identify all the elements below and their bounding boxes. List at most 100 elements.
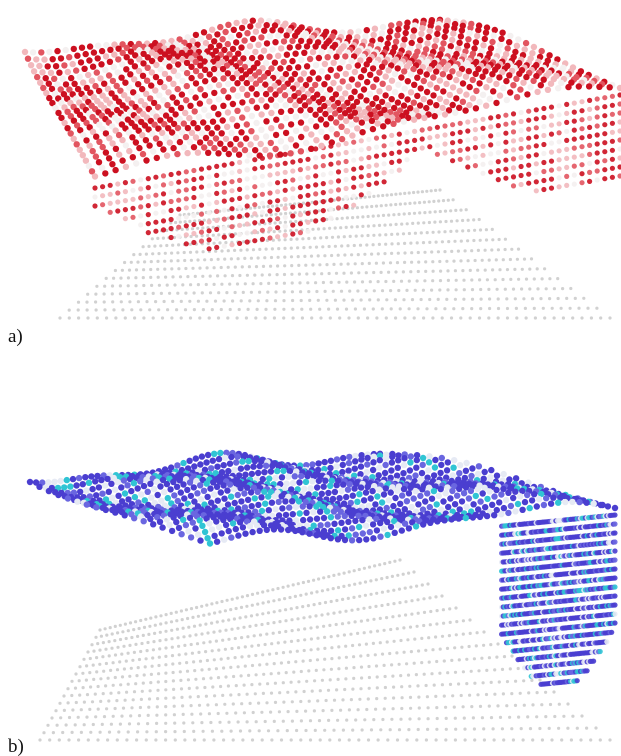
shadow-dot bbox=[454, 671, 457, 674]
shadow-dot bbox=[463, 717, 466, 720]
point bbox=[64, 477, 70, 483]
point bbox=[466, 102, 472, 108]
shadow-dot bbox=[461, 229, 464, 232]
point bbox=[79, 45, 85, 51]
point bbox=[442, 111, 448, 117]
point bbox=[612, 602, 617, 607]
shadow-dot bbox=[410, 599, 413, 602]
point bbox=[230, 101, 236, 107]
shadow-dot bbox=[250, 645, 253, 648]
point bbox=[250, 18, 256, 24]
point bbox=[250, 464, 256, 470]
shadow-dot bbox=[156, 697, 159, 700]
shadow-dot bbox=[335, 599, 338, 602]
point bbox=[488, 124, 493, 129]
shadow-dot bbox=[119, 284, 122, 287]
shadow-dot bbox=[189, 283, 192, 286]
shadow-dot bbox=[316, 648, 319, 651]
shadow-dot bbox=[389, 289, 392, 292]
shadow-dot bbox=[270, 738, 273, 741]
shadow-dot bbox=[170, 637, 173, 640]
shadow-dot bbox=[519, 692, 522, 695]
shadow-dot bbox=[439, 270, 442, 273]
point bbox=[617, 128, 621, 133]
point bbox=[432, 113, 438, 119]
shadow-dot bbox=[164, 638, 167, 641]
shadow-dot bbox=[317, 227, 320, 230]
point bbox=[277, 151, 283, 157]
panel-b-render bbox=[27, 450, 618, 742]
point bbox=[157, 79, 163, 85]
shadow-dot bbox=[404, 202, 407, 205]
shadow-dot bbox=[137, 722, 140, 725]
point bbox=[435, 25, 441, 31]
shadow-dot bbox=[313, 272, 316, 275]
shadow-dot bbox=[148, 625, 151, 628]
shadow-dot bbox=[199, 624, 202, 627]
shadow-dot bbox=[515, 316, 518, 319]
shadow-dot bbox=[356, 206, 359, 209]
shadow-dot bbox=[411, 298, 414, 301]
shadow-dot bbox=[297, 582, 300, 585]
shadow-dot bbox=[329, 678, 332, 681]
shadow-dot bbox=[508, 716, 511, 719]
point bbox=[214, 31, 220, 37]
point bbox=[229, 242, 234, 247]
point bbox=[96, 484, 102, 490]
point bbox=[273, 132, 279, 138]
point bbox=[328, 67, 334, 73]
shadow-dot bbox=[267, 205, 270, 208]
shadow-dot bbox=[531, 297, 534, 300]
point bbox=[184, 241, 189, 246]
shadow-dot bbox=[282, 701, 285, 704]
shadow-dot bbox=[478, 278, 481, 281]
point bbox=[275, 32, 281, 38]
shadow-dot bbox=[266, 622, 269, 625]
shadow-dot bbox=[361, 728, 364, 731]
point bbox=[252, 157, 257, 162]
shadow-dot bbox=[305, 680, 308, 683]
point bbox=[442, 132, 447, 137]
point bbox=[262, 147, 268, 153]
shadow-dot bbox=[318, 308, 321, 311]
shadow-dot bbox=[159, 622, 162, 625]
shadow-dot bbox=[85, 301, 88, 304]
shadow-dot bbox=[373, 289, 376, 292]
shadow-dot bbox=[283, 273, 286, 276]
shadow-dot bbox=[444, 220, 447, 223]
point bbox=[201, 144, 207, 150]
shadow-dot bbox=[381, 591, 384, 594]
point bbox=[374, 181, 379, 186]
point bbox=[83, 487, 89, 493]
shadow-dot bbox=[384, 697, 387, 700]
shadow-dot bbox=[74, 687, 77, 690]
shadow-dot bbox=[311, 690, 314, 693]
point bbox=[87, 43, 93, 49]
shadow-dot bbox=[144, 618, 147, 621]
shadow-dot bbox=[470, 705, 473, 708]
point bbox=[205, 150, 211, 156]
shadow-dot bbox=[359, 582, 362, 585]
shadow-dot bbox=[497, 297, 500, 300]
shadow-dot bbox=[282, 720, 285, 723]
point bbox=[491, 32, 497, 38]
shadow-dot bbox=[112, 308, 115, 311]
shadow-dot bbox=[354, 307, 357, 310]
shadow-dot bbox=[165, 244, 168, 247]
shadow-dot bbox=[273, 308, 276, 311]
shadow-dot bbox=[194, 633, 197, 636]
point bbox=[131, 480, 137, 486]
shadow-dot bbox=[138, 627, 141, 630]
shadow-dot bbox=[457, 682, 460, 685]
shadow-dot bbox=[254, 654, 257, 657]
point bbox=[138, 186, 143, 191]
shadow-dot bbox=[443, 659, 446, 662]
shadow-dot bbox=[223, 703, 226, 706]
point bbox=[459, 27, 465, 33]
shadow-dot bbox=[163, 260, 166, 263]
shadow-dot bbox=[383, 252, 386, 255]
point bbox=[306, 76, 312, 82]
point bbox=[449, 68, 455, 74]
shadow-dot bbox=[330, 657, 333, 660]
point bbox=[321, 199, 326, 204]
